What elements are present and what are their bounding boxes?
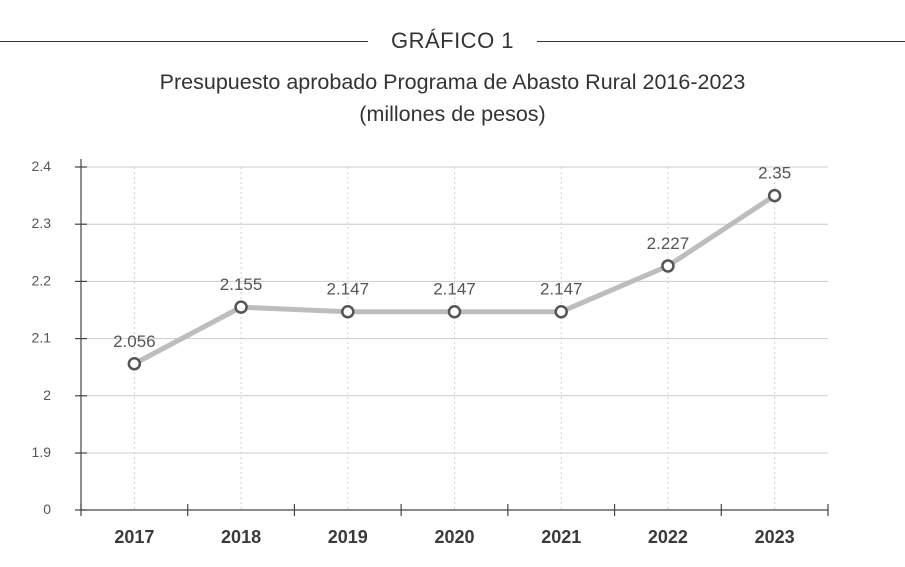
y-tick-label: 2.1 — [32, 330, 52, 346]
x-tick-label: 2018 — [221, 527, 261, 547]
chart-subtitle: (millones de pesos) — [359, 102, 546, 126]
label-layer: 2.056 2.155 2.147 2.147 2.147 2.227 2.35 — [113, 164, 791, 351]
header-rule-right — [537, 41, 905, 42]
data-point — [661, 259, 675, 273]
x-tick-label: 2017 — [114, 527, 154, 547]
x-tick-label: 2019 — [328, 527, 368, 547]
x-tick-label: 2022 — [648, 527, 688, 547]
data-point — [767, 188, 782, 203]
x-tick-label: 2020 — [434, 527, 474, 547]
data-label: 2.147 — [433, 280, 476, 299]
data-point — [447, 304, 462, 319]
data-label: 2.35 — [758, 164, 791, 183]
y-tick-label: 2.3 — [32, 215, 52, 231]
y-tick-label: 2.4 — [32, 158, 52, 174]
data-point — [234, 300, 248, 314]
data-point — [554, 304, 568, 319]
x-tick-label: 2021 — [541, 527, 581, 547]
y-tick-label: 0 — [43, 501, 51, 517]
data-label: 2.227 — [647, 234, 690, 253]
header-rule-left — [0, 41, 368, 42]
chart-title-block: Presupuesto aprobado Programa de Abasto … — [0, 66, 905, 130]
y-tick-label: 2.2 — [32, 272, 52, 288]
axis-layer: 0 1.9 2 2.1 2.2 2.3 2.4 2017 2018 2019 2020 2021 202… — [32, 158, 829, 547]
figure-label: GRÁFICO 1 — [390, 28, 515, 53]
grid-layer — [81, 166, 828, 510]
data-label: 2.147 — [540, 280, 583, 299]
chart-title: Presupuesto aprobado Programa de Abasto … — [159, 70, 746, 94]
data-point — [341, 304, 355, 319]
series-layer — [127, 188, 782, 371]
data-label: 2.155 — [220, 275, 263, 294]
data-point — [127, 357, 142, 371]
x-tick-label: 2023 — [755, 527, 795, 547]
y-tick-label: 2 — [43, 387, 51, 403]
data-label: 2.147 — [327, 280, 370, 299]
y-tick-label: 1.9 — [32, 444, 52, 460]
data-label: 2.056 — [113, 332, 156, 351]
chart-header: GRÁFICO 1 — [0, 22, 905, 62]
